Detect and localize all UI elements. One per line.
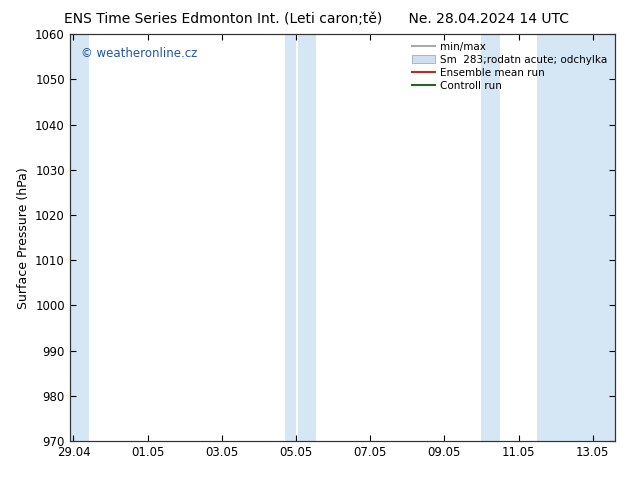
Bar (285, 34, 296, 441)
Legend: min/max, Sm  283;rodatn acute; odchylka, Ensemble mean run, Controll run: min/max, Sm 283;rodatn acute; odchylka, … (410, 40, 610, 93)
Y-axis label: Surface Pressure (hPa): Surface Pressure (hPa) (16, 167, 30, 309)
Text: © weatheronline.cz: © weatheronline.cz (81, 47, 197, 59)
Bar (70, 34, 89, 441)
Bar (537, 34, 615, 441)
Text: ENS Time Series Edmonton Int. (Leti caron;tě)      Ne. 28.04.2024 14 UTC: ENS Time Series Edmonton Int. (Leti caro… (65, 12, 569, 26)
Bar (298, 34, 316, 441)
Bar (481, 34, 500, 441)
